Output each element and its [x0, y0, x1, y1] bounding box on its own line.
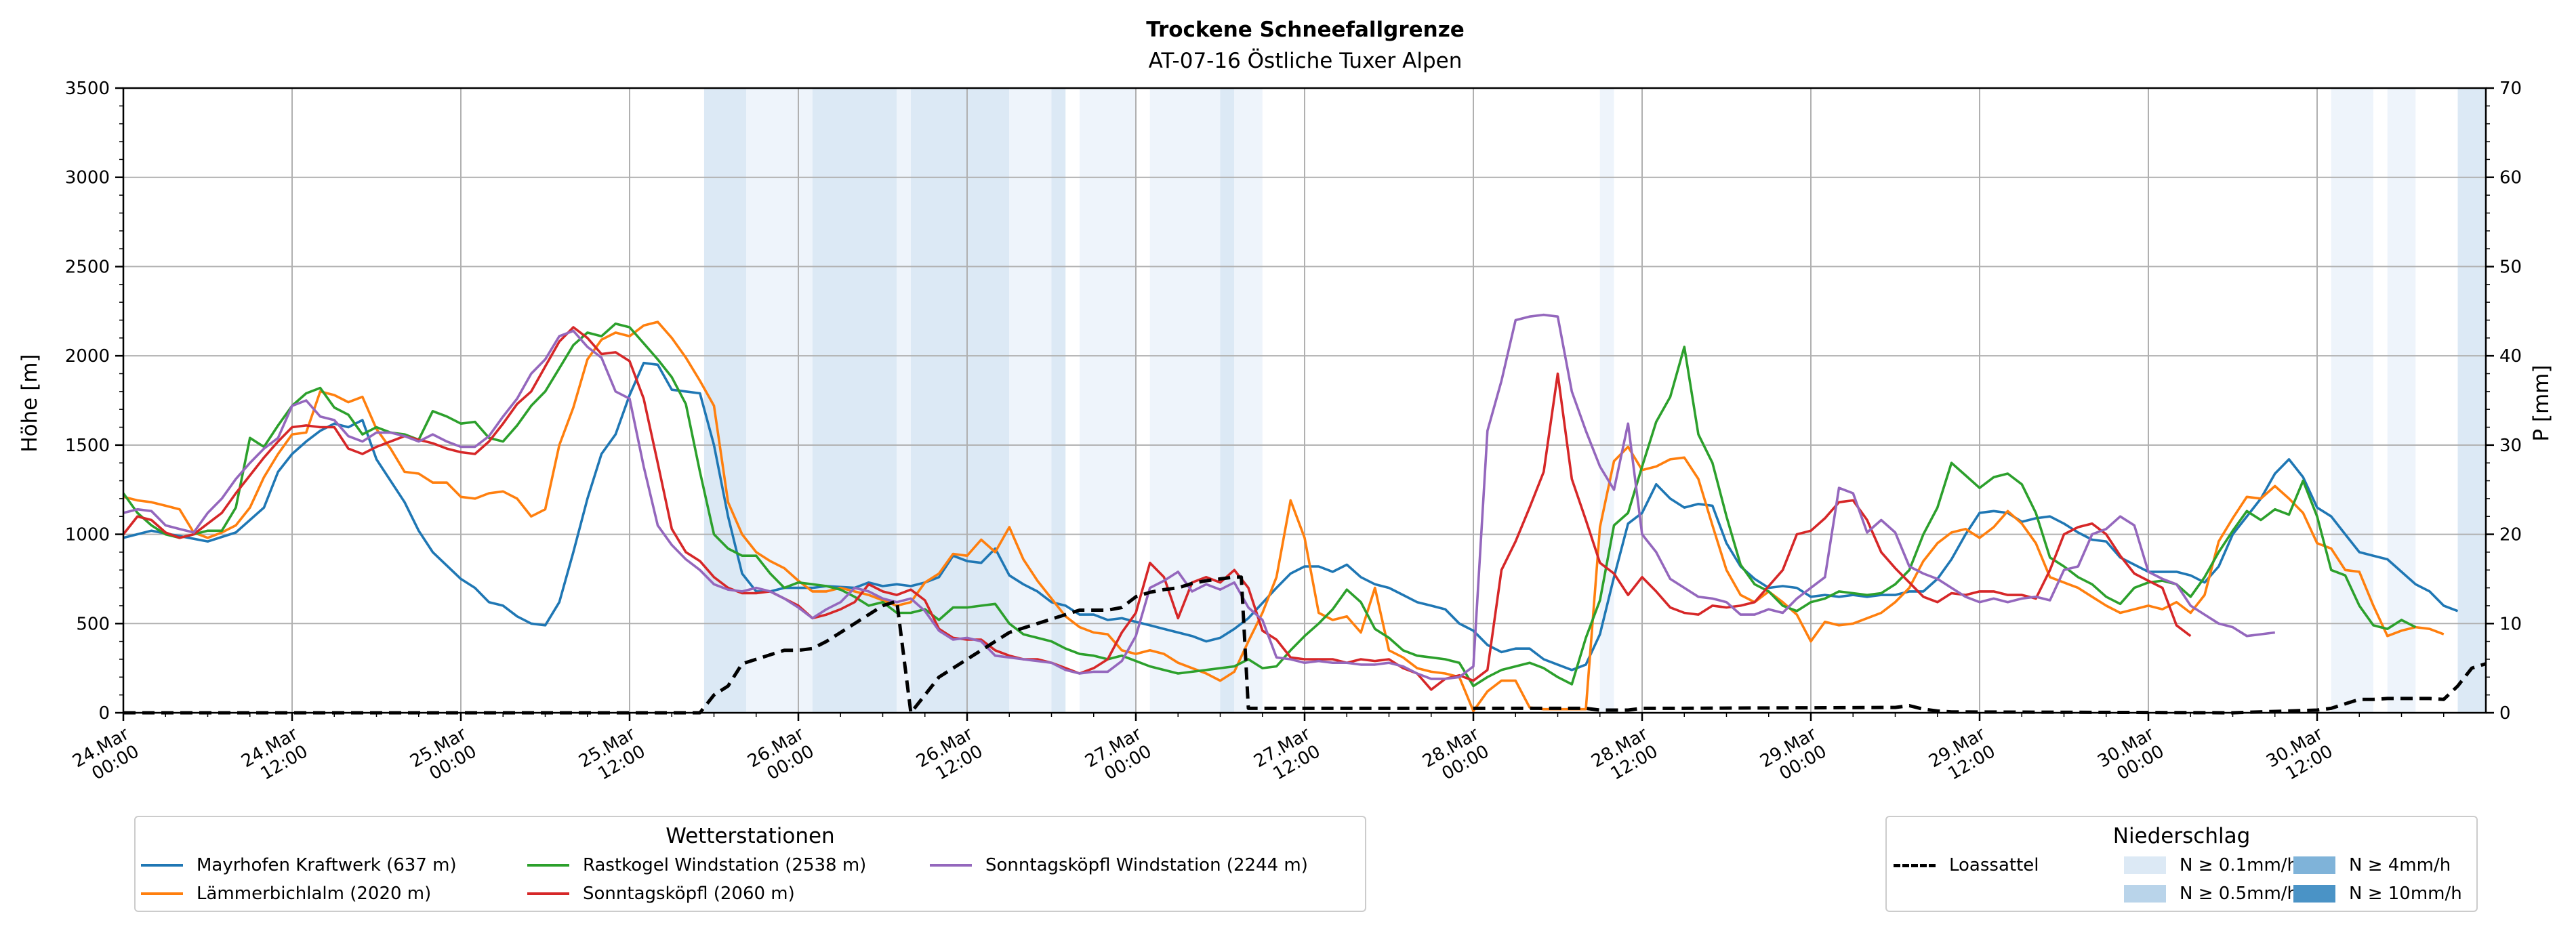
y2-tick-label-7: 70	[2499, 79, 2522, 99]
y-tick-label-0: 0	[98, 703, 110, 724]
precip-band-5	[911, 88, 1010, 713]
legend-item-precip-01: N ≥ 0.1mm/h	[2124, 855, 2298, 875]
legend-item-loassattel: Loassattel	[1894, 855, 2039, 875]
y2-tick-label-4: 40	[2499, 346, 2522, 367]
legend-item-sonntagskoepfl: Sonntagsköpfl (2060 m)	[527, 884, 795, 904]
precip-band-10	[1220, 88, 1235, 713]
precip-band-15	[2387, 88, 2416, 713]
chart-title: Trockene Schneefallgrenze	[1146, 18, 1465, 42]
series-line-4	[123, 313, 2276, 680]
x-tick-label-0: 24.Mar00:00	[69, 724, 143, 789]
x-tick-label-13: 30.Mar12:00	[2263, 724, 2337, 789]
y-tick-label-7: 3500	[65, 79, 110, 99]
y2-tick-label-1: 10	[2499, 614, 2522, 634]
y2-tick-label-5: 50	[2499, 257, 2522, 277]
x-tick-label-6: 27.Mar00:00	[1082, 724, 1156, 789]
legend-item-laemmerbichlalm: Lämmerbichlalm (2020 m)	[141, 884, 431, 904]
precip-band-2	[812, 88, 827, 713]
x-tick-label-8: 28.Mar00:00	[1419, 724, 1493, 789]
y-tick-label-2: 1000	[65, 525, 110, 545]
legend-stations-title: Wetterstationen	[666, 824, 835, 848]
y2-tick-label-3: 30	[2499, 436, 2522, 456]
y2-tick-label-6: 60	[2499, 168, 2522, 188]
y-tick-label-4: 2000	[65, 346, 110, 367]
series-line-2	[122, 322, 2417, 688]
precip-band-14	[2331, 88, 2373, 713]
x-tick-label-9: 28.Mar12:00	[1588, 724, 1662, 789]
legend-item-sonntagskoepfl-wind: Sonntagsköpfl Windstation (2244 m)	[930, 855, 1308, 875]
series-line-1	[123, 320, 2445, 713]
grid	[123, 87, 2486, 713]
legend-item-precip-4: N ≥ 4mm/h	[2293, 855, 2451, 875]
precip-band-4	[897, 88, 911, 713]
x-tick-label-7: 27.Mar12:00	[1250, 724, 1324, 789]
x-tick-label-5: 26.Mar12:00	[913, 724, 987, 789]
x-tick-label-1: 24.Mar12:00	[238, 724, 312, 789]
x-tick-label-11: 29.Mar12:00	[1925, 724, 1999, 789]
x-tick-label-3: 25.Mar12:00	[575, 724, 649, 789]
y-tick-label-5: 2500	[65, 257, 110, 277]
legend-precipitation: Niederschlag Loassattel N ≥ 0.1mm/h N ≥ …	[1885, 816, 2478, 912]
y-tick-label-3: 1500	[65, 436, 110, 456]
series-line-3	[122, 326, 2192, 691]
chart-subtitle: AT-07-16 Östliche Tuxer Alpen	[1149, 48, 1463, 73]
legend-stations: Wetterstationen Mayrhofen Kraftwerk (637…	[134, 816, 1366, 912]
y2-tick-label-0: 0	[2499, 703, 2511, 724]
x-tick-label-10: 29.Mar00:00	[1757, 724, 1831, 789]
y-tick-label-6: 3000	[65, 168, 110, 188]
precipitation-bands	[703, 88, 2486, 713]
precip-band-13	[1599, 88, 1614, 713]
x-tick-label-2: 25.Mar00:00	[407, 724, 481, 789]
precip-band-12	[1248, 88, 1263, 713]
precip-band-3	[826, 88, 897, 713]
y-tick-label-1: 500	[76, 614, 110, 634]
legend-item-rastkogel: Rastkogel Windstation (2538 m)	[527, 855, 866, 875]
x-tick-label-4: 26.Mar00:00	[744, 724, 818, 789]
legend-item-precip-05: N ≥ 0.5mm/h	[2124, 884, 2298, 904]
y2-axis-label: P [mm]	[2529, 365, 2554, 441]
x-tick-label-12: 30.Mar00:00	[2094, 724, 2168, 789]
precip-band-1	[746, 88, 813, 713]
legend-item-mayrhofen: Mayrhofen Kraftwerk (637 m)	[141, 855, 457, 875]
precip-band-7	[1051, 88, 1066, 713]
y2-tick-label-2: 20	[2499, 525, 2522, 545]
precip-band-9	[1149, 88, 1221, 713]
y-axis-label: Höhe [m]	[18, 354, 42, 452]
precip-band-6	[1009, 88, 1052, 713]
precip-band-8	[1080, 88, 1136, 713]
legend-item-precip-10: N ≥ 10mm/h	[2293, 884, 2462, 904]
series-line-5	[123, 575, 2487, 715]
legend-precipitation-title: Niederschlag	[2112, 824, 2251, 848]
precip-band-11	[1234, 88, 1248, 713]
series-layer	[122, 313, 2487, 715]
precip-band-16	[2457, 88, 2486, 713]
